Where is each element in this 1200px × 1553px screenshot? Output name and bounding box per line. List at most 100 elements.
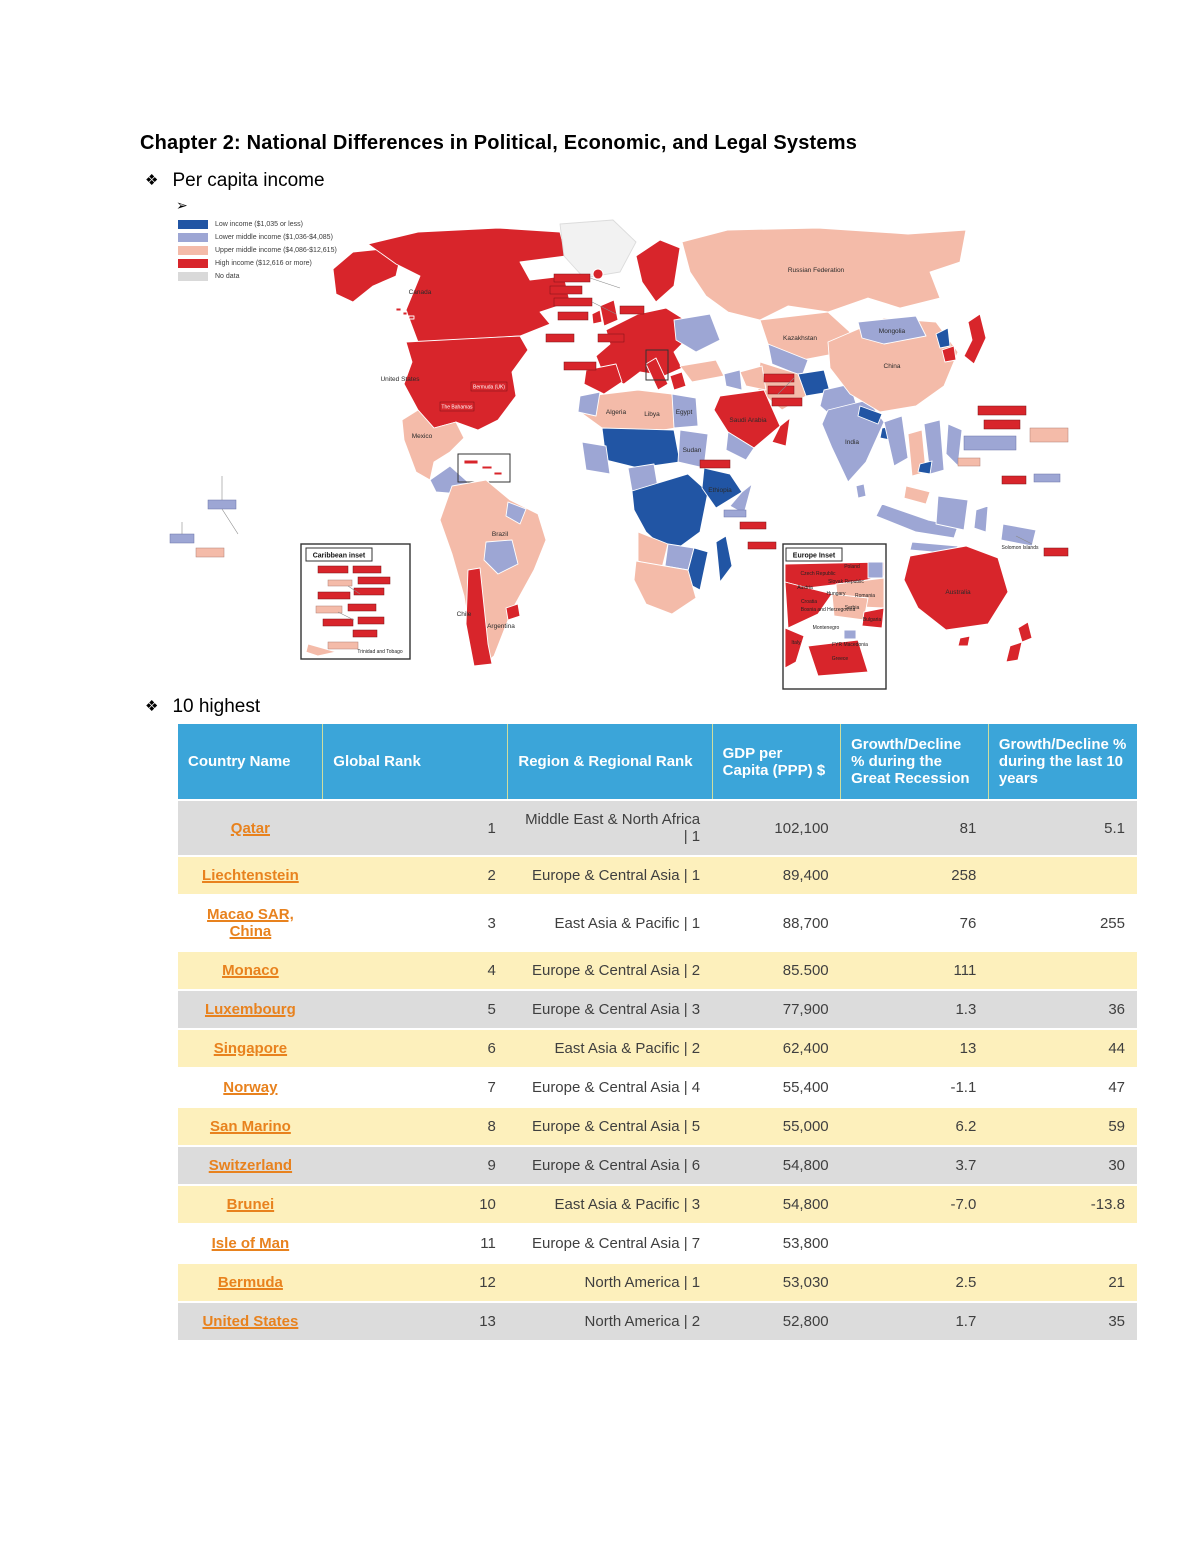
- europe-inset: Europe Inset Poland Czech Republic Slova…: [782, 543, 887, 690]
- country-cell: Singapore: [178, 1029, 323, 1069]
- label-brazil: Brazil: [492, 531, 509, 538]
- country-link[interactable]: Switzerland: [208, 1157, 293, 1174]
- country-link[interactable]: Qatar: [230, 819, 270, 837]
- region-southeast-asia-oceania: [875, 405, 1069, 663]
- page-title: Chapter 2: National Differences in Polit…: [140, 132, 858, 154]
- country-link[interactable]: Singapore: [213, 1040, 288, 1057]
- legend-swatch: [178, 220, 208, 229]
- table-row: Switzerland 9 Europe & Central Asia | 6 54,…: [178, 1146, 1137, 1186]
- recession-growth-cell: 76: [840, 895, 989, 952]
- recession-growth-cell: 2.5: [840, 1263, 989, 1303]
- gdp-cell: 54,800: [712, 1185, 841, 1225]
- country-link[interactable]: Bermuda: [217, 1274, 283, 1291]
- legend-label: No data: [215, 273, 240, 280]
- label-russia: Russian Federation: [788, 267, 845, 274]
- region-cell: East Asia & Pacific | 1: [507, 895, 713, 952]
- country-link[interactable]: Brunei: [226, 1196, 275, 1213]
- legend-swatch: [178, 259, 208, 268]
- bahamas-label: The Bahamas: [439, 401, 475, 412]
- gdp-cell: 62,400: [712, 1029, 841, 1069]
- svg-text:Montenegro: Montenegro: [813, 625, 840, 631]
- svg-text:Czech Republic: Czech Republic: [800, 571, 836, 577]
- rank-cell: 7: [322, 1068, 508, 1108]
- label-chile: Chile: [457, 611, 472, 618]
- label-libya: Libya: [644, 411, 660, 418]
- region-cell: Europe & Central Asia | 7: [507, 1224, 713, 1264]
- gdp-cell: 77,900: [712, 990, 841, 1030]
- table-row: Monaco 4 Europe & Central Asia | 2 85.500 11…: [178, 951, 1137, 991]
- label-united-states: United States: [380, 376, 420, 383]
- svg-text:Italy: Italy: [791, 640, 801, 646]
- recession-growth-cell: -7.0: [840, 1185, 989, 1225]
- rank-cell: 13: [322, 1302, 508, 1342]
- svg-text:Romania: Romania: [855, 593, 875, 599]
- region-cell: Europe & Central Asia | 2: [507, 951, 713, 991]
- rank-cell: 10: [322, 1185, 508, 1225]
- bullet-per-capita-label: Per capita income: [172, 170, 325, 191]
- table-header-row: Country Name Global Rank Region & Regional…: [178, 723, 1137, 800]
- rank-cell: 11: [322, 1224, 508, 1264]
- column-header: Region & Regional Rank: [507, 723, 713, 800]
- label-sudan: Sudan: [683, 447, 702, 454]
- svg-text:Poland: Poland: [844, 564, 860, 570]
- country-cell: Qatar: [178, 800, 323, 857]
- table-row: Norway 7 Europe & Central Asia | 4 55,400 -1…: [178, 1068, 1137, 1108]
- australia-shape: [903, 545, 1009, 631]
- legend-swatch: [178, 233, 208, 242]
- arrow-bullet-icon: ➢: [176, 197, 188, 213]
- label-canada: Canada: [409, 289, 432, 296]
- country-cell: Luxembourg: [178, 990, 323, 1030]
- recession-growth-cell: 1.3: [840, 990, 989, 1030]
- country-link[interactable]: Macao SAR, China: [207, 906, 294, 940]
- legend-swatch: [178, 246, 208, 255]
- region-cell: Europe & Central Asia | 6: [507, 1146, 713, 1186]
- europe-inset-title: Europe Inset: [793, 553, 836, 560]
- label-egypt: Egypt: [676, 409, 693, 416]
- country-link[interactable]: United States: [202, 1313, 299, 1330]
- country-cell: Norway: [178, 1068, 323, 1108]
- region-cell: Europe & Central Asia | 5: [507, 1107, 713, 1147]
- label-algeria: Algeria: [606, 409, 627, 416]
- country-link[interactable]: Monaco: [222, 962, 279, 979]
- region-cell: Europe & Central Asia | 4: [507, 1068, 713, 1108]
- bahamas-label-text: The Bahamas: [441, 405, 473, 411]
- gdp-cell: 88,700: [712, 895, 841, 952]
- ten-year-growth-cell: 21: [988, 1263, 1137, 1303]
- trinidad-label: Trinidad and Tobago: [357, 649, 403, 655]
- bullet-10-highest: ❖ 10 highest: [145, 696, 260, 718]
- legend-row: Lower middle income ($1,036-$4,085): [178, 233, 337, 242]
- region-south-america: [439, 479, 547, 667]
- gdp-cell: 53,800: [712, 1224, 841, 1264]
- legend-swatch: [178, 272, 208, 281]
- label-ethiopia: Ethiopia: [708, 487, 732, 494]
- region-pacific-left: [169, 476, 239, 558]
- svg-text:Greece: Greece: [832, 656, 849, 662]
- country-link[interactable]: Isle of Man: [211, 1235, 290, 1252]
- column-header: Global Rank: [322, 723, 509, 800]
- ten-year-growth-cell: 44: [988, 1029, 1137, 1069]
- svg-text:Bulgaria: Bulgaria: [863, 617, 882, 623]
- label-saudi-arabia: Saudi Arabia: [729, 417, 767, 424]
- country-label-boxes: [545, 273, 803, 469]
- label-india: India: [845, 439, 859, 446]
- column-header: Country Name: [178, 723, 324, 800]
- country-link[interactable]: San Marino: [209, 1118, 291, 1135]
- map-legend: Low income ($1,035 or less) Lower middle …: [178, 220, 337, 285]
- rank-cell: 12: [322, 1263, 508, 1303]
- gdp-cell: 54,800: [712, 1146, 841, 1186]
- country-link[interactable]: Norway: [223, 1079, 278, 1096]
- europe-inset-labels: Poland Czech Republic Slovak Republic Au…: [791, 564, 881, 662]
- madagascar-shape: [715, 535, 733, 583]
- country-link[interactable]: Liechtenstein: [202, 867, 299, 884]
- country-cell: Isle of Man: [178, 1224, 323, 1264]
- recession-growth-cell: 81: [840, 800, 989, 857]
- region-cell: East Asia & Pacific | 3: [507, 1185, 713, 1225]
- diamond-bullet-icon: ❖: [145, 172, 159, 189]
- recession-growth-cell: 111: [840, 951, 989, 991]
- gdp-cell: 53,030: [712, 1263, 841, 1303]
- column-header: GDP per Capita (PPP) $: [712, 723, 842, 800]
- country-link[interactable]: Luxembourg: [204, 1001, 296, 1018]
- region-cell: Europe & Central Asia | 3: [507, 990, 713, 1030]
- country-cell: Macao SAR, China: [178, 895, 323, 952]
- table-row: Bermuda 12 North America | 1 53,030 2.5 21: [178, 1263, 1137, 1303]
